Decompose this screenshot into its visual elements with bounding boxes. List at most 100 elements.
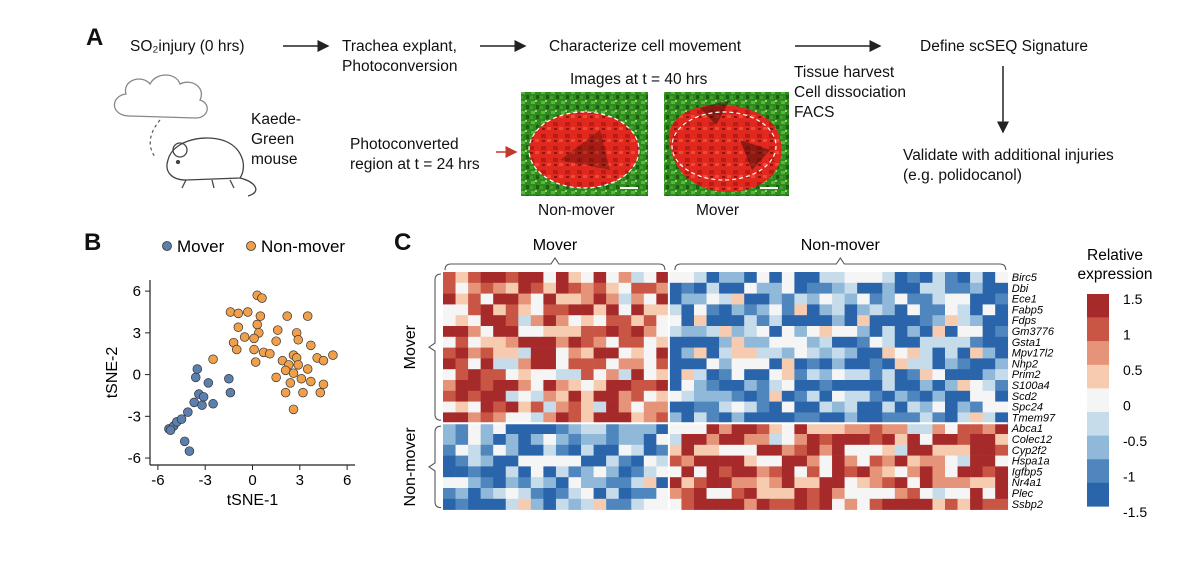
heatmap-cell: [919, 466, 933, 478]
heatmap-cell: [907, 326, 921, 338]
heatmap-cell: [631, 477, 645, 489]
heatmap-cell: [530, 390, 544, 402]
step-define-signature: Define scSEQ Signature: [920, 38, 1089, 55]
gene-label: Fabp5: [1012, 304, 1044, 316]
heatmap-cell: [919, 326, 933, 338]
heatmap-cell: [806, 304, 820, 316]
heatmap-cell: [844, 380, 858, 392]
heatmap-cell: [668, 272, 682, 284]
heatmap-cell: [455, 401, 469, 413]
heatmap-cell: [543, 282, 557, 294]
heatmap-cell: [618, 369, 632, 381]
heatmap-cell: [869, 282, 883, 294]
heatmap-cell: [455, 434, 469, 446]
heatmap-cell: [832, 477, 845, 489]
heatmap-cell: [568, 498, 582, 510]
heatmap-cell: [643, 434, 657, 446]
kaede-green-mouse-label: Kaede- Green mouse: [251, 111, 301, 168]
heatmap-cell: [844, 358, 858, 370]
heatmap-cell: [656, 380, 670, 392]
colorbar-tick-label: -0.5: [1123, 433, 1147, 449]
heatmap-cell: [668, 369, 682, 381]
heatmap-cell: [606, 455, 619, 467]
heatmap-cell: [932, 326, 946, 338]
heatmap-cell: [656, 272, 670, 284]
heatmap-cell: [932, 380, 946, 392]
heatmap-cell: [970, 315, 983, 327]
heatmap-cell: [806, 293, 820, 305]
row-group-bracket: [428, 425, 442, 509]
scatter-point-non-mover: [257, 293, 267, 303]
heatmap-cell: [982, 282, 996, 294]
heatmap-cell: [656, 293, 670, 305]
heatmap-cell: [945, 466, 958, 478]
heatmap-cell: [694, 466, 707, 478]
heatmap-cell: [995, 390, 1009, 402]
heatmap-cell: [694, 477, 707, 489]
heatmap-cell: [706, 380, 720, 392]
heatmap-cell: [694, 369, 707, 381]
heatmap-cell: [794, 390, 808, 402]
heatmap-cell: [919, 315, 933, 327]
step-so2-injury: SO₂injury (0 hrs): [130, 38, 245, 55]
heatmap-cell: [581, 488, 594, 500]
heatmap-cell: [631, 455, 645, 467]
heatmap-cell: [719, 423, 732, 435]
heatmap-cell: [706, 282, 720, 294]
heatmap-cell: [706, 466, 720, 478]
heatmap-cell: [919, 488, 933, 500]
heatmap-cell: [606, 488, 619, 500]
heatmap-cell: [719, 444, 732, 456]
heatmap-cell: [694, 434, 707, 446]
heatmap-cell: [518, 488, 532, 500]
heatmap-cell: [982, 401, 996, 413]
heatmap-cell: [869, 336, 883, 348]
heatmap-cell: [468, 304, 481, 316]
x-axis-label: tSNE-1: [227, 492, 279, 509]
heatmap-cell: [907, 412, 921, 424]
heatmap-cell: [756, 358, 770, 370]
heatmap-cell: [806, 401, 820, 413]
heatmap-cell: [769, 315, 783, 327]
heatmap-cell: [581, 347, 594, 359]
heatmap-cell: [995, 358, 1009, 370]
heatmap-cell: [656, 498, 670, 510]
scatter-point-non-mover: [318, 379, 329, 390]
step-validate: Validate with additional injuries (e.g. …: [903, 147, 1114, 184]
heatmap-cell: [668, 498, 682, 510]
heatmap-cell: [468, 498, 481, 510]
heatmap-cell: [455, 488, 469, 500]
heatmap-cell: [631, 315, 645, 327]
heatmap-cell: [719, 434, 732, 446]
heatmap-cell: [643, 369, 657, 381]
heatmap-cell: [631, 369, 645, 381]
heatmap-cell: [443, 477, 456, 489]
heatmap-cell: [794, 488, 808, 500]
heatmap-cell: [643, 282, 657, 294]
heatmap-cell: [857, 455, 870, 467]
heatmap-cell: [593, 347, 607, 359]
heatmap-cell: [857, 282, 870, 294]
heatmap-cell: [894, 369, 908, 381]
heatmap-cell: [505, 347, 519, 359]
heatmap-cell: [769, 498, 783, 510]
heatmap-cell: [907, 434, 921, 446]
heatmap-cell: [932, 282, 946, 294]
heatmap-cell: [518, 498, 532, 510]
legend-marker-0: [162, 241, 172, 251]
heatmap-cell: [618, 466, 632, 478]
heatmap-cell: [844, 412, 858, 424]
y-axis-label: tSNE-2: [104, 347, 121, 399]
heatmap-cell: [480, 326, 494, 338]
colorbar-tick-label: -1: [1123, 469, 1136, 485]
heatmap-cell: [668, 293, 682, 305]
heatmap-cell: [919, 477, 933, 489]
heatmap-cell: [455, 380, 469, 392]
heatmap-cell: [957, 380, 971, 392]
heatmap-cell: [806, 358, 820, 370]
heatmap-cell: [468, 347, 481, 359]
heatmap-cell: [957, 477, 971, 489]
heatmap-cell: [844, 434, 858, 446]
heatmap-cell: [857, 423, 870, 435]
heatmap-cell: [819, 336, 833, 348]
